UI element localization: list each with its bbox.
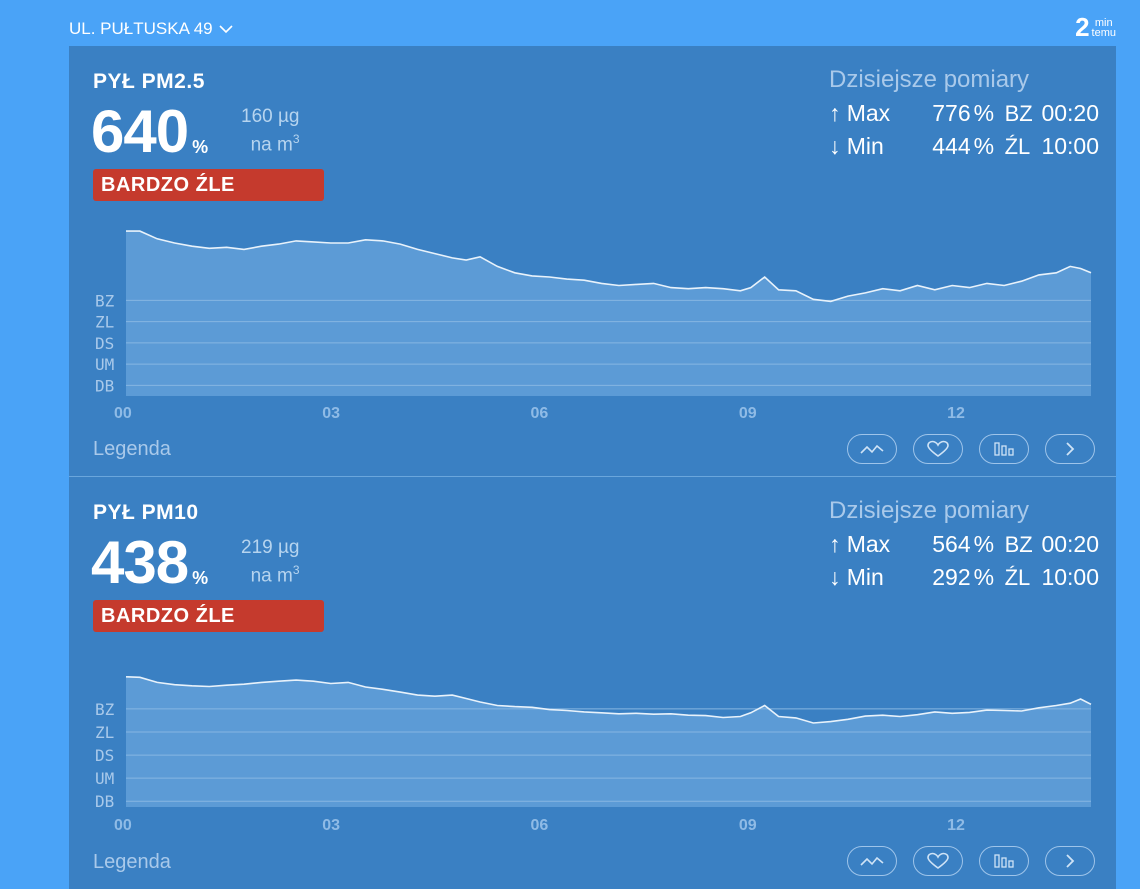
arrow-down-icon: ↓ — [829, 133, 841, 159]
next-button[interactable] — [1045, 434, 1095, 464]
arrow-up-icon: ↑ — [829, 100, 841, 126]
legend-link[interactable]: Legenda — [93, 851, 171, 873]
last-updated-value: 2 — [1075, 12, 1090, 42]
line-chart-button[interactable] — [847, 434, 897, 464]
today-min-row: ↓ Min 292 % ŹL 10:00 — [829, 564, 1100, 590]
last-updated: 2 min temu — [1075, 13, 1116, 41]
level-label-bz: BZ — [95, 700, 115, 719]
pm10-panel: PYŁ PM10 438 % 219 µg na m3 BARDZO ŹLE D… — [69, 477, 1116, 889]
today-measurements: Dzisiejsze pomiary ↑ Max 564 % BZ 00:20 … — [829, 497, 1099, 591]
bar-chart-button[interactable] — [979, 846, 1029, 876]
level-label-db: DB — [95, 792, 114, 811]
x-tick-12: 12 — [947, 817, 965, 834]
heart-icon — [927, 852, 949, 869]
level-label-um: UM — [95, 769, 114, 788]
chevron-right-icon — [1066, 854, 1075, 868]
pm25-chart[interactable]: BZ ZL DS UM DB 00 03 06 09 12 — [69, 226, 1116, 426]
series-line — [126, 230, 1092, 303]
pm25-panel: PYŁ PM2.5 640 % 160 µg na m3 BARDZO ŹLE … — [69, 46, 1116, 476]
level-label-db: DB — [95, 376, 114, 395]
today-min-row: ↓ Min 444 % ŹL 10:00 — [829, 133, 1100, 159]
bar-chart-button[interactable] — [979, 434, 1029, 464]
chart-area — [126, 231, 1091, 396]
line-chart-icon — [860, 444, 884, 454]
x-tick-06: 06 — [531, 817, 549, 834]
chevron-down-icon — [219, 24, 233, 33]
chevron-right-icon — [1066, 442, 1075, 456]
x-tick-03: 03 — [322, 817, 340, 834]
favorite-button[interactable] — [913, 434, 963, 464]
line-chart-icon — [860, 856, 884, 866]
line-chart-button[interactable] — [847, 846, 897, 876]
location-selector[interactable]: UL. PUŁTUSKA 49 — [69, 19, 233, 39]
x-tick-09: 09 — [739, 817, 757, 834]
x-tick-06: 06 — [531, 405, 549, 422]
level-label-bz: BZ — [95, 291, 115, 310]
x-tick-00: 00 — [114, 817, 132, 834]
chart-controls — [847, 846, 1095, 876]
index-value: 438 % — [91, 529, 209, 596]
status-badge: BARDZO ŹLE — [93, 169, 324, 201]
x-tick-03: 03 — [322, 405, 340, 422]
panel-divider — [69, 476, 1116, 477]
today-max-row: ↑ Max 564 % BZ 00:20 — [829, 531, 1100, 557]
arrow-down-icon: ↓ — [829, 564, 841, 590]
heart-icon — [927, 440, 949, 457]
arrow-up-icon: ↑ — [829, 531, 841, 557]
pm10-chart[interactable]: BZ ZL DS UM DB 00 03 06 09 12 — [69, 657, 1116, 837]
level-label-um: UM — [95, 355, 114, 374]
panel-title: PYŁ PM2.5 — [93, 70, 205, 93]
bar-chart-icon — [994, 442, 1014, 456]
concentration: 160 µg na m3 — [241, 106, 300, 156]
legend-link[interactable]: Legenda — [93, 438, 171, 460]
x-tick-12: 12 — [947, 405, 965, 422]
top-bar: UL. PUŁTUSKA 49 2 min temu — [0, 0, 1140, 46]
next-button[interactable] — [1045, 846, 1095, 876]
today-label: Dzisiejsze pomiary — [829, 66, 1030, 93]
panel-title: PYŁ PM10 — [93, 501, 199, 524]
chart-area — [126, 676, 1091, 807]
chart-controls — [847, 434, 1095, 464]
last-updated-unit: min temu — [1091, 17, 1116, 39]
concentration: 219 µg na m3 — [241, 537, 300, 587]
level-label-zl: ZL — [95, 723, 114, 742]
level-label-zl: ZL — [95, 313, 114, 332]
status-badge: BARDZO ŹLE — [93, 600, 324, 632]
today-label: Dzisiejsze pomiary — [829, 497, 1030, 524]
series-line — [125, 676, 1092, 724]
bar-chart-icon — [994, 854, 1014, 868]
x-tick-09: 09 — [739, 405, 757, 422]
today-max-row: ↑ Max 776 % BZ 00:20 — [829, 100, 1100, 126]
today-measurements: Dzisiejsze pomiary ↑ Max 776 % BZ 00:20 … — [829, 66, 1099, 160]
level-label-ds: DS — [95, 746, 114, 765]
location-name: UL. PUŁTUSKA 49 — [69, 19, 213, 38]
favorite-button[interactable] — [913, 846, 963, 876]
index-value: 640 % — [91, 98, 209, 165]
x-tick-00: 00 — [114, 405, 132, 422]
level-label-ds: DS — [95, 334, 114, 353]
